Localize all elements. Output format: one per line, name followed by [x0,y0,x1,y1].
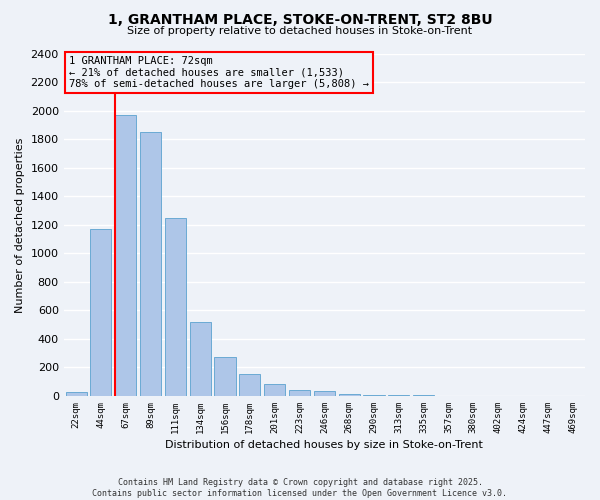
Bar [388,395,409,396]
Bar [115,114,136,396]
Bar [264,384,285,396]
Bar [338,394,360,396]
Bar [289,390,310,396]
Bar [190,322,211,396]
Bar [91,228,112,396]
Bar [214,358,236,396]
Y-axis label: Number of detached properties: Number of detached properties [15,138,25,312]
Bar [413,395,434,396]
Text: Size of property relative to detached houses in Stoke-on-Trent: Size of property relative to detached ho… [127,26,473,36]
Bar [140,132,161,396]
Bar [65,392,86,396]
X-axis label: Distribution of detached houses by size in Stoke-on-Trent: Distribution of detached houses by size … [166,440,483,450]
Bar [165,218,186,396]
Text: 1 GRANTHAM PLACE: 72sqm
← 21% of detached houses are smaller (1,533)
78% of semi: 1 GRANTHAM PLACE: 72sqm ← 21% of detache… [69,56,369,89]
Bar [239,374,260,396]
Text: Contains HM Land Registry data © Crown copyright and database right 2025.
Contai: Contains HM Land Registry data © Crown c… [92,478,508,498]
Text: 1, GRANTHAM PLACE, STOKE-ON-TRENT, ST2 8BU: 1, GRANTHAM PLACE, STOKE-ON-TRENT, ST2 8… [107,12,493,26]
Bar [364,394,385,396]
Bar [314,391,335,396]
